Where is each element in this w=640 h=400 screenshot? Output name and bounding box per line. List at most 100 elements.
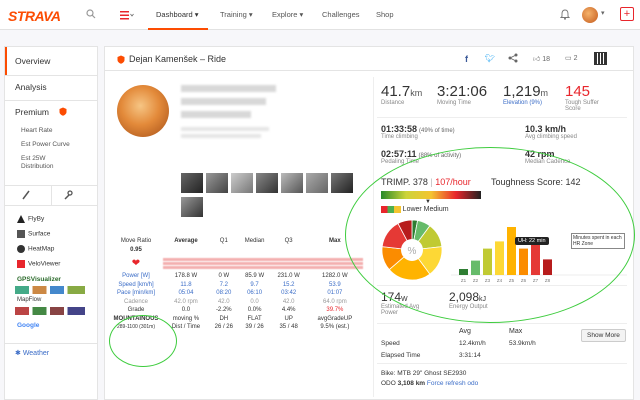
comment-icon: ▭ xyxy=(565,55,572,62)
table-cell: 178.8 W xyxy=(174,273,198,280)
climbing-speed-stat: 10.3 km/h Avg climbing speed xyxy=(525,124,577,140)
pedaling-time-value: 02:57:11 xyxy=(381,149,417,159)
nav-shop[interactable]: Shop xyxy=(376,10,394,19)
tool-mapflow[interactable]: MapFlow xyxy=(17,297,41,303)
qr-code-icon[interactable] xyxy=(594,52,607,65)
bell-icon[interactable] xyxy=(559,9,571,22)
strava-logo[interactable]: STRAVA xyxy=(8,8,61,24)
summary-speed-max: 53.9km/h xyxy=(509,340,536,347)
premium-shield-icon xyxy=(59,107,67,118)
photo-thumb[interactable] xyxy=(206,173,228,193)
table-cell: 08:20 xyxy=(216,290,232,297)
photo-thumb[interactable] xyxy=(331,173,353,193)
kudos-button[interactable]: 👍︎ 18 xyxy=(533,54,550,63)
table-cell: 7.2 xyxy=(219,281,228,288)
menu-icon[interactable] xyxy=(120,10,134,20)
search-icon[interactable] xyxy=(86,9,96,19)
pencil-icon[interactable] xyxy=(21,190,31,202)
table-cell: 42.0 xyxy=(282,298,295,305)
refresh-odo-link[interactable]: Force refresh odo xyxy=(426,380,479,387)
tool-mapflow-label: MapFlow xyxy=(17,297,42,303)
moving-time-label: Moving Time xyxy=(437,100,472,106)
sidebar-item-weather[interactable]: ✱ Weather xyxy=(15,349,49,357)
sidebar-sub-heart-rate[interactable]: Heart Rate xyxy=(21,127,53,134)
table-cell: 06:10 xyxy=(247,290,263,297)
table-cell: 01:07 xyxy=(327,290,343,297)
wrench-icon[interactable] xyxy=(63,190,73,202)
tool-gpsvisualizer-label: GPSVisualizer xyxy=(17,276,61,283)
facebook-icon[interactable]: f xyxy=(465,54,468,64)
divider xyxy=(377,117,627,118)
summary-header-avg: Avg xyxy=(459,328,471,335)
top-navbar: STRAVA Dashboard ▾ Training ▾ Explore ▾ … xyxy=(0,0,640,30)
tool-google[interactable]: Google xyxy=(17,322,39,329)
sidebar-sub-est-25w[interactable]: Est 25W xyxy=(21,155,46,162)
table-cell: 0.0% xyxy=(247,307,262,314)
climbing-speed-label: Avg climbing speed xyxy=(525,134,577,140)
table-row: Pace [min/km] 05:04 08:20 06:10 03:42 01… xyxy=(109,289,363,298)
sidebar-sub-power-curve[interactable]: Est Power Curve xyxy=(21,141,70,148)
tool-heatmap[interactable]: HeatMap xyxy=(17,245,54,253)
tool-heatmap-label: HeatMap xyxy=(28,245,55,253)
sidebar-active-bar xyxy=(5,47,7,75)
sidebar-sub-distribution[interactable]: Distribution xyxy=(21,163,54,170)
table-cell: Dist / Time xyxy=(171,324,201,331)
tool-flyby[interactable]: FlyBy xyxy=(17,215,44,223)
table-cell: -2.2% xyxy=(215,307,232,314)
table-row: Grade 0.0 -2.2% 0.0% 4.4% 39.7% xyxy=(109,306,363,315)
avatar[interactable] xyxy=(582,7,598,23)
table-cell: 39.7% xyxy=(326,307,344,314)
table-cell: 42.0 rpm xyxy=(174,298,198,305)
share-icon[interactable] xyxy=(508,53,518,65)
sidebar-item-premium[interactable]: Premium xyxy=(15,107,50,117)
tool-surface[interactable]: Surface xyxy=(17,230,50,238)
table-cell: 0.0 xyxy=(250,298,259,305)
header-q1: Q1 xyxy=(219,238,228,245)
photo-thumb[interactable] xyxy=(181,173,203,193)
table-cell: 231.0 W xyxy=(277,273,300,280)
nav-challenges[interactable]: Challenges xyxy=(322,10,360,19)
sidebar-item-analysis[interactable]: Analysis xyxy=(15,82,47,92)
table-cell: 39 / 26 xyxy=(245,324,264,331)
athlete-photo[interactable] xyxy=(117,85,169,137)
bike-info: Bike: MTB 29" Ghost SE2930 xyxy=(381,370,467,377)
nav-dashboard[interactable]: Dashboard ▾ xyxy=(156,10,199,19)
sidebar-item-overview[interactable]: Overview xyxy=(15,56,51,66)
nav-training[interactable]: Training ▾ xyxy=(220,10,253,19)
photo-thumb[interactable] xyxy=(281,173,303,193)
tool-veloviewer-label: VeloViewer xyxy=(28,260,61,268)
photo-thumb[interactable] xyxy=(181,197,203,217)
distance-label: Distance xyxy=(381,100,405,106)
photo-strip xyxy=(181,173,361,219)
photo-thumb[interactable] xyxy=(231,173,253,193)
thumbs-up-icon: 👍︎ xyxy=(533,56,541,63)
heatmap-icon xyxy=(17,245,25,253)
tool-icons-row xyxy=(15,286,85,294)
comments-count: 2 xyxy=(573,55,578,62)
table-cell: FLAT xyxy=(247,315,262,322)
upload-icon[interactable]: + xyxy=(620,7,634,21)
tool-gpsvisualizer[interactable]: GPSVisualizer xyxy=(17,276,61,283)
time-climbing-note: (49% of time) xyxy=(418,128,455,134)
header-average: Average xyxy=(174,238,198,245)
row-label-speed: Speed [km/h] xyxy=(118,281,154,288)
twitter-icon[interactable]: 🐦︎ xyxy=(485,54,496,63)
show-more-button[interactable]: Show More xyxy=(581,329,626,342)
table-cell: 35 / 48 xyxy=(279,324,298,331)
row-label-power: Power [W] xyxy=(122,273,150,280)
comments-button[interactable]: ▭ 2 xyxy=(565,54,577,62)
elevation-label[interactable]: Elevation (9%) xyxy=(503,100,543,106)
table-row: Cadence 42.0 rpm 42.0 0.0 42.0 64.0 rpm xyxy=(109,298,363,307)
surface-icon xyxy=(17,230,25,238)
avatar-chevron-icon[interactable]: ▾ xyxy=(601,10,605,17)
table-row: Speed [km/h] 11.8 7.2 9.7 15.2 53.9 xyxy=(109,281,363,290)
elevation-stat: 1,219m Elevation (9%) xyxy=(503,83,548,106)
move-ratio-value: 0.95 xyxy=(130,246,142,253)
photo-thumb[interactable] xyxy=(306,173,328,193)
tool-veloviewer[interactable]: VeloViewer xyxy=(17,260,60,268)
table-cell: 03:42 xyxy=(281,290,297,297)
nav-explore[interactable]: Explore ▾ xyxy=(272,10,304,19)
suffer-value: 145 xyxy=(565,83,591,100)
nav-active-indicator xyxy=(148,28,208,30)
photo-thumb[interactable] xyxy=(256,173,278,193)
